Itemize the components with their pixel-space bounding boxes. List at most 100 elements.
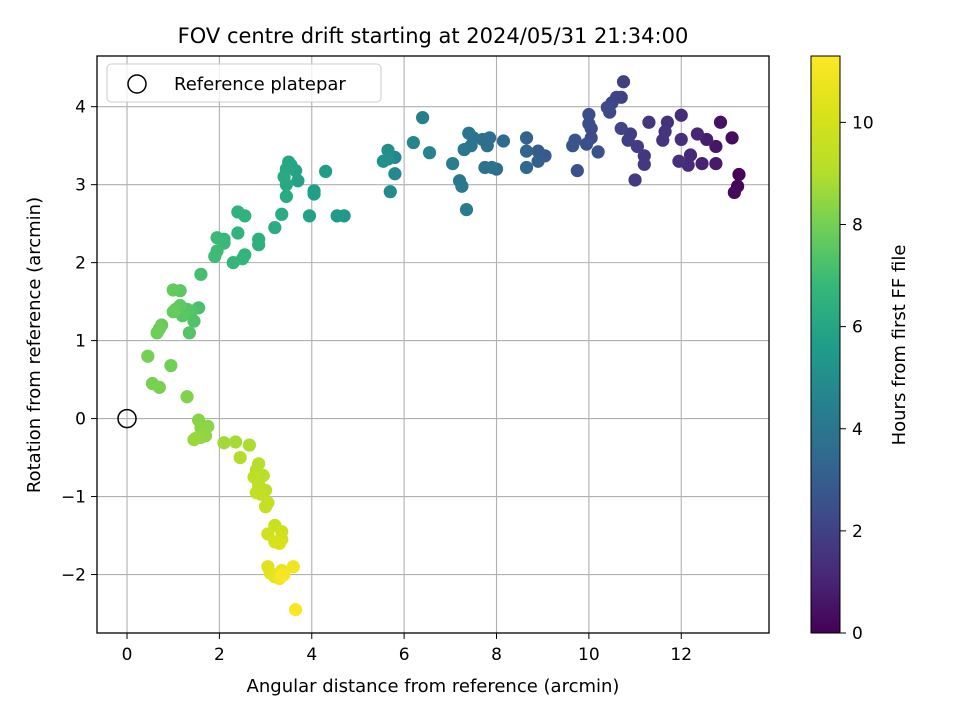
colorbar-axis: 0 2 4 6 8 10	[840, 113, 874, 644]
chart-title: FOV centre drift starting at 2024/05/31 …	[178, 24, 689, 48]
data-point	[674, 132, 688, 147]
x-tick-label: 12	[670, 645, 692, 665]
data-point	[406, 135, 420, 150]
data-point	[217, 436, 231, 450]
colorbar-tick-label: 6	[852, 318, 863, 338]
data-point	[457, 142, 471, 157]
data-point	[709, 139, 723, 154]
data-point	[582, 117, 596, 131]
y-tick-label: 0	[75, 410, 86, 430]
data-point	[628, 173, 642, 187]
x-axis: 0 2 4 6 8 10 12	[122, 633, 692, 665]
data-point	[727, 185, 741, 200]
data-point	[422, 146, 437, 160]
data-point	[180, 390, 194, 404]
colorbar-label: Hours from first FF file	[889, 245, 910, 446]
data-point	[732, 167, 746, 182]
data-point	[496, 134, 511, 148]
data-point	[288, 603, 303, 617]
data-point	[330, 209, 344, 223]
reference-marker	[117, 408, 137, 429]
data-point	[416, 110, 430, 125]
data-point	[446, 157, 460, 171]
data-point	[455, 179, 469, 193]
plot-frame	[96, 55, 770, 634]
data-point	[319, 164, 333, 178]
data-point	[233, 450, 247, 465]
x-tick-label: 6	[399, 645, 410, 665]
data-point	[182, 326, 196, 340]
data-point	[194, 267, 208, 281]
data-point	[242, 438, 257, 452]
legend-label: Reference platepar	[174, 74, 346, 95]
colorbar-tick-label: 10	[852, 113, 874, 133]
legend-marker	[127, 74, 147, 94]
data-point	[531, 144, 545, 158]
data-point	[272, 536, 287, 550]
data-point	[302, 209, 317, 223]
grid-lines	[97, 56, 769, 633]
y-tick-label: 2	[75, 254, 86, 274]
data-point	[166, 283, 180, 297]
y-tick-label: 3	[75, 176, 86, 196]
data-point	[621, 133, 635, 147]
data-point	[566, 139, 580, 153]
data-point	[307, 187, 321, 201]
legend-box	[106, 63, 382, 103]
data-point	[600, 100, 614, 115]
x-tick-label: 0	[122, 645, 133, 665]
data-point	[656, 133, 670, 147]
data-point	[258, 500, 273, 514]
data-point	[166, 305, 180, 319]
data-point	[713, 115, 728, 129]
x-axis-label: Angular distance from reference (arcmin)	[247, 676, 620, 697]
data-point	[383, 185, 397, 199]
colorbar-tick-label: 4	[852, 420, 863, 440]
colorbar	[810, 55, 841, 634]
colorbar-tick-label: 2	[852, 522, 863, 542]
data-point	[231, 205, 245, 219]
data-point	[459, 203, 474, 217]
y-tick-label: −1	[61, 488, 86, 508]
data-point	[252, 238, 266, 252]
data-point	[152, 380, 166, 394]
data-point	[570, 164, 584, 178]
data-point	[275, 207, 289, 221]
data-point	[279, 189, 293, 203]
data-point	[709, 157, 723, 171]
data-point	[150, 326, 164, 340]
data-point	[231, 226, 245, 240]
y-tick-label: 4	[75, 98, 86, 118]
data-point	[672, 154, 686, 168]
data-point	[228, 435, 243, 449]
data-point	[210, 231, 224, 245]
data-point	[275, 569, 289, 583]
data-point	[164, 358, 178, 373]
data-point	[614, 121, 628, 136]
data-point	[519, 160, 534, 175]
data-point	[690, 127, 705, 141]
data-point	[519, 144, 534, 158]
data-point	[286, 560, 300, 574]
data-point	[268, 220, 282, 235]
data-point	[519, 131, 534, 145]
data-point	[695, 157, 709, 171]
x-tick-label: 10	[578, 645, 600, 665]
y-tick-label: −2	[61, 566, 86, 586]
data-point	[630, 139, 644, 154]
data-point	[187, 433, 201, 447]
data-point	[582, 107, 596, 122]
colorbar-tick-label: 8	[852, 216, 863, 236]
data-point	[376, 154, 390, 168]
data-point	[616, 75, 631, 89]
data-point	[208, 249, 222, 263]
data-point	[591, 145, 605, 159]
x-tick-label: 4	[306, 645, 317, 665]
data-point	[579, 137, 594, 151]
y-tick-label: 1	[75, 332, 86, 352]
data-point	[279, 178, 293, 192]
x-tick-label: 2	[214, 645, 225, 665]
legend: Reference platepar	[106, 63, 382, 103]
data-point	[462, 126, 476, 140]
